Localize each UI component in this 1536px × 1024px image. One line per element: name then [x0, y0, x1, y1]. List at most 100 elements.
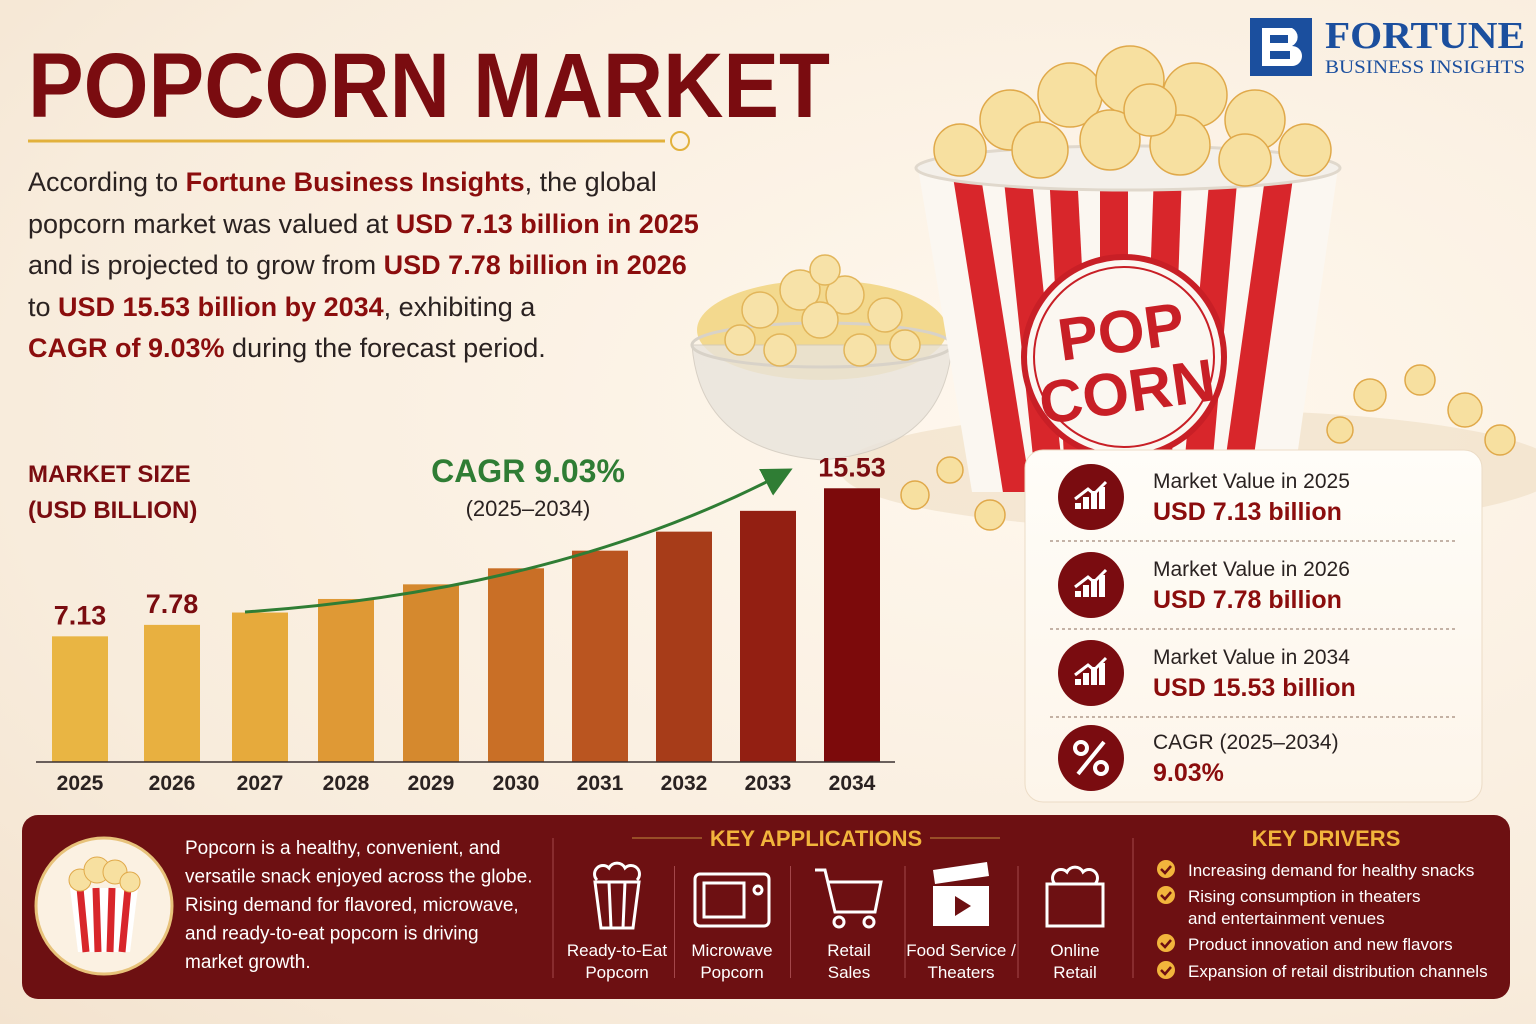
popcorn-bowl: [690, 254, 954, 461]
highlights-panel: [1024, 449, 1483, 803]
intro-segment: to: [28, 291, 59, 322]
intro-line: CAGR of 9.03% during the forecast period…: [28, 328, 699, 370]
check-mark: [1160, 891, 1172, 901]
check-mark: [1160, 939, 1172, 949]
icon-bar: [1075, 679, 1081, 685]
x-tick-label: 2034: [829, 772, 876, 795]
application-label: Online: [1050, 941, 1099, 960]
popcorn-bucket: [914, 45, 1342, 492]
check-mark: [1160, 865, 1172, 875]
icon-bar: [1083, 673, 1089, 685]
icon-dot: [1093, 760, 1109, 776]
x-tick-label: 2025: [57, 772, 104, 795]
app-icon: [693, 872, 771, 928]
application-label: Retail: [1053, 963, 1096, 982]
check-icon: [1157, 886, 1175, 904]
icon-trend: [1074, 656, 1108, 677]
y-axis-label: MARKET SIZE: [28, 461, 191, 488]
driver-text: Rising consumption in theaters: [1188, 887, 1420, 906]
icon-bar: [1083, 497, 1089, 509]
check-mark: [1160, 966, 1172, 976]
driver-text: Product innovation and new flavors: [1188, 935, 1453, 954]
bar: [740, 510, 796, 762]
intro-line: popcorn market was valued at USD 7.13 bi…: [28, 204, 699, 246]
intro-highlight: USD 7.13 billion in 2025: [395, 208, 699, 239]
app-icon: [862, 915, 876, 929]
app-icon: [752, 884, 764, 896]
check-icon: [1157, 934, 1175, 952]
x-tick-label: 2032: [661, 772, 708, 795]
icon-bar: [1091, 579, 1097, 597]
section-title: KEY DRIVERS: [1252, 826, 1401, 851]
bar: [572, 550, 628, 762]
bar: [656, 531, 712, 762]
value-label: 7.13: [54, 600, 107, 630]
intro-highlight: USD 7.78 billion in 2026: [383, 250, 687, 280]
intro-segment: and is projected to grow from: [28, 250, 384, 280]
annotation-subtitle: (2025–2034): [466, 496, 591, 521]
highlight-value: USD 15.53 billion: [1153, 674, 1356, 702]
footer-description: and ready-to-eat popcorn is driving: [185, 924, 479, 945]
footer-panel: [22, 815, 1510, 999]
application-label: Theaters: [927, 963, 994, 982]
highlight-label: Market Value in 2025: [1153, 470, 1350, 493]
application-label: Food Service /: [906, 941, 1016, 960]
footer-description: Popcorn is a healthy, convenient, and: [185, 838, 500, 859]
app-icon: [702, 881, 746, 919]
x-tick-label: 2027: [237, 772, 284, 795]
app-icon: [593, 880, 641, 930]
bar: [488, 568, 544, 762]
bar: [403, 584, 459, 762]
highlight-label: Market Value in 2034: [1153, 646, 1350, 669]
intro-segment: during the forecast period.: [224, 333, 546, 363]
intro-highlight: Fortune Business Insights: [185, 167, 525, 197]
icon-bar: [1075, 503, 1081, 509]
app-icon: [1045, 882, 1105, 928]
intro-segment: popcorn market was valued at: [28, 208, 396, 239]
application-label: Microwave: [691, 941, 772, 960]
icon-bar: [1083, 585, 1089, 597]
trend-arrow: [244, 468, 793, 614]
x-tick-label: 2030: [493, 772, 540, 795]
intro-text: According to Fortune Business Insights, …: [28, 162, 699, 370]
rule-ornament: [670, 131, 690, 151]
logo-name: FORTUNE: [1325, 15, 1525, 57]
intro-line: and is projected to grow from USD 7.78 b…: [28, 245, 699, 287]
section-title: KEY APPLICATIONS: [710, 826, 922, 851]
app-icon: [933, 862, 989, 884]
icon-bar: [1099, 575, 1105, 597]
application-label: Ready-to-Eat: [567, 941, 667, 960]
annotation-title: CAGR 9.03%: [431, 453, 625, 489]
value-label: 7.78: [146, 589, 199, 619]
intro-line: According to Fortune Business Insights, …: [28, 162, 699, 204]
bar: [144, 624, 200, 762]
app-icon: [955, 896, 971, 916]
application-label: Popcorn: [700, 963, 763, 982]
icon-slash: [1076, 740, 1106, 776]
icon-bar: [1075, 591, 1081, 597]
intro-segment: , exhibiting a: [383, 291, 536, 322]
intro-highlight: CAGR of 9.03%: [28, 333, 225, 363]
check-icon: [1157, 961, 1175, 979]
loose-popcorn: [900, 364, 1516, 531]
icon-dot: [1073, 740, 1089, 756]
x-tick-label: 2029: [408, 772, 455, 795]
driver-text: and entertainment venues: [1188, 909, 1385, 928]
highlight-value: USD 7.13 billion: [1153, 498, 1342, 526]
bar: [232, 612, 288, 762]
bar: [824, 488, 880, 762]
application-label: Sales: [828, 963, 871, 982]
x-tick-label: 2028: [323, 772, 370, 795]
logo-tagline: BUSINESS INSIGHTS: [1325, 57, 1525, 78]
check-icon: [1157, 860, 1175, 878]
bar: [52, 636, 108, 762]
value-label: 15.53: [818, 452, 886, 482]
highlight-value: 9.03%: [1153, 759, 1224, 787]
application-label: Popcorn: [585, 963, 648, 982]
application-label: Retail: [827, 941, 870, 960]
x-tick-label: 2031: [577, 772, 624, 795]
footer-bucket-icon: [68, 856, 141, 953]
icon-bar: [1099, 487, 1105, 509]
